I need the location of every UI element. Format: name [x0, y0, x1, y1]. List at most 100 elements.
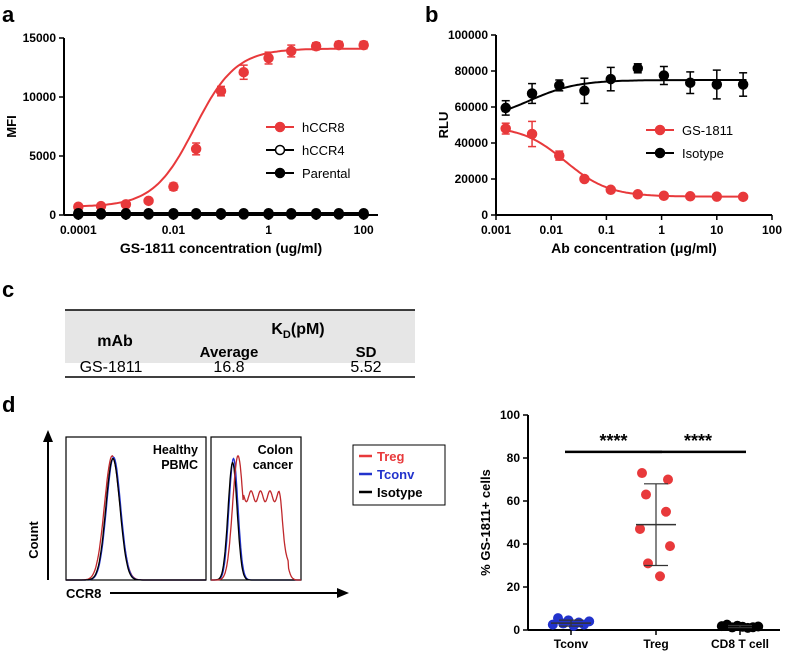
data-point-hccr8	[120, 199, 132, 210]
data-point-hccr8	[333, 39, 345, 51]
data-point-hccr8	[238, 66, 249, 78]
data-point-hccr8	[190, 143, 202, 155]
data-point-parental	[73, 209, 84, 220]
legend-label-hccr8: hCCR8	[302, 120, 345, 135]
kd-unit: (pM)	[291, 321, 325, 338]
y-tick-label: 0	[513, 623, 520, 637]
x-tick-label: CD8 T cell	[711, 637, 769, 651]
y-tick-label: 20000	[455, 172, 489, 186]
y-tick-label: 0	[49, 208, 56, 222]
data-point-gs-1811	[526, 128, 538, 140]
series-parental	[73, 209, 369, 220]
legend-marker-gs-1811	[654, 124, 666, 136]
table-header-mab: mAb	[97, 333, 133, 350]
x-axis-label: GS-1811 concentration (ug/ml)	[120, 240, 322, 256]
kd-table: mAb KD(pM) Average SD GS-1811 16.8 5.52	[65, 309, 415, 378]
data-point-gs-1811	[554, 150, 565, 161]
data-point-hccr8	[143, 195, 154, 207]
legend-marker-hccr4	[274, 144, 286, 156]
data-point-gs-1811	[605, 184, 617, 196]
y-tick-label: 80000	[455, 64, 489, 78]
data-point-isotype	[737, 79, 749, 90]
group-treg	[635, 468, 676, 582]
series-hccr8	[73, 39, 369, 212]
x-tick-label: 0.01	[162, 223, 186, 237]
group-tconv	[547, 613, 595, 631]
ccr8-arrow-head	[337, 588, 349, 598]
data-point-parental	[143, 209, 154, 220]
y-tick-label: 15000	[23, 31, 57, 45]
y-axis-label: MFI	[4, 115, 19, 137]
data-point-gs-1811	[711, 191, 723, 202]
fit-curve-gs-1811	[501, 128, 747, 198]
histogram-legend: Treg Tconv Isotype	[352, 444, 446, 506]
table-header-sd: SD	[356, 344, 377, 361]
legend-marker-parental	[274, 167, 286, 179]
y-tick-label: 40	[507, 537, 521, 551]
ccr8-axis-label: CCR8	[66, 586, 101, 601]
data-point-gs-1811	[500, 123, 511, 134]
histogram-label: Healthy	[153, 443, 198, 457]
kd-subscript: D	[283, 329, 291, 341]
panel-label-a: a	[2, 2, 15, 27]
data-point-parental	[310, 209, 322, 220]
panel-label-b: b	[425, 2, 438, 27]
data-point-gs-1811	[684, 191, 696, 202]
data-point-hccr8	[310, 41, 322, 52]
data-point-parental	[190, 209, 202, 220]
data-point-parental	[168, 209, 179, 220]
legend-label-gs-1811: GS-1811	[682, 123, 733, 138]
data-point-parental	[286, 209, 297, 220]
legend-label-hccr4: hCCR4	[302, 143, 345, 158]
histogram-trace-isotype	[66, 458, 206, 581]
data-point-parental	[120, 209, 132, 220]
x-tick-label: Treg	[643, 637, 668, 651]
y-tick-label: 5000	[29, 149, 56, 163]
x-tick-label: 0.01	[540, 223, 564, 237]
data-point-gs-1811	[632, 189, 644, 200]
y-tick-label: 10000	[23, 90, 57, 104]
group-cd8-t-cell	[716, 619, 764, 633]
histogram-label: PBMC	[161, 458, 198, 472]
data-point-parental	[95, 209, 107, 220]
data-point-gs-1811	[579, 173, 590, 185]
data-point-isotype	[500, 102, 511, 114]
x-tick-label: 0.0001	[60, 223, 97, 237]
table-cell-average: 16.8	[213, 359, 244, 376]
histogram-label: cancer	[253, 458, 293, 472]
histogram-panel: CountCCR8HealthyPBMCColoncancerTregTconv…	[26, 430, 446, 601]
panel-label-c: c	[2, 277, 14, 302]
chart-b: 0 20000 40000 60000 80000 100000 0.001 0.01 0.1 1…	[436, 28, 782, 256]
data-point-isotype	[526, 88, 538, 99]
data-point-isotype	[605, 73, 617, 85]
count-arrow-head	[43, 430, 53, 442]
y-axis-label: RLU	[436, 112, 451, 139]
x-tick-label: 100	[762, 223, 782, 237]
data-point-isotype	[711, 79, 723, 90]
table-header-kd: KD(pM)	[271, 321, 324, 341]
y-tick-label: 100000	[448, 28, 488, 42]
table-header-background	[65, 310, 415, 363]
dotplot-panel: 0 20 40 60 80 100 % GS-1811+ cells Tconv Treg CD8…	[478, 408, 780, 651]
y-tick-label: 100	[500, 408, 520, 422]
data-point-isotype	[632, 63, 644, 74]
legend-label-treg: Treg	[377, 449, 405, 464]
x-tick-label: 10	[710, 223, 724, 237]
data-point-hccr8	[358, 39, 369, 51]
y-tick-label: 20	[507, 580, 521, 594]
x-tick-label: Tconv	[554, 637, 589, 651]
data-point-treg	[661, 506, 671, 517]
series-gs-1811	[500, 120, 749, 203]
legend-label-isotype: Isotype	[377, 485, 423, 500]
data-point-hccr8	[168, 181, 179, 192]
table-cell-mab: GS-1811	[80, 359, 143, 376]
data-point-treg	[665, 541, 675, 552]
y-tick-label: 60	[507, 494, 521, 508]
x-tick-label: 0.001	[481, 223, 511, 237]
data-point-hccr8	[286, 45, 297, 57]
y-tick-label: 0	[481, 208, 488, 222]
data-point-parental	[215, 209, 227, 220]
data-point-gs-1811	[658, 190, 670, 201]
fit-curve-isotype	[501, 79, 747, 113]
